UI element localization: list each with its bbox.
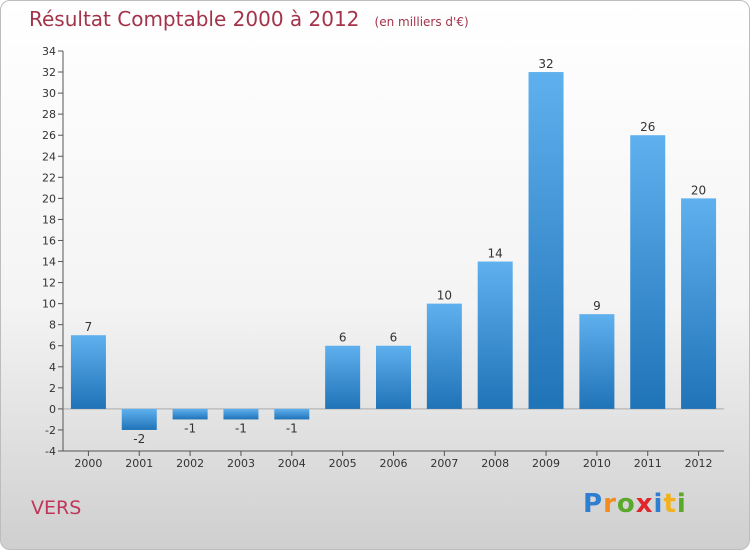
data-label: 9 [593,299,601,313]
bar-2010 [579,314,615,409]
bar-2002 [172,408,208,420]
bar-2006 [376,345,411,409]
y-tick-label: 8 [49,319,56,332]
data-label: 14 [488,247,503,261]
bar-2005 [325,345,361,409]
x-tick-label: 2007 [430,457,458,470]
subtitle-text: (en milliers d'€) [374,15,469,29]
data-label: -1 [184,421,196,435]
proxiti-logo: Proxiti [583,489,687,519]
y-tick-label: 0 [49,403,56,416]
data-label: -1 [286,421,298,435]
commune-name: VERS [31,497,82,519]
x-tick-label: 2012 [685,457,713,470]
bar-2008 [477,261,513,409]
data-label: 20 [691,183,706,197]
x-tick-label: 2004 [278,457,306,470]
x-tick-label: 2008 [481,457,509,470]
data-label: 6 [390,331,398,345]
y-tick-label: -4 [45,445,56,458]
y-tick-label: 24 [42,150,56,163]
bar-2011 [630,135,666,409]
y-tick-label: 6 [49,340,56,353]
bar-2009 [528,72,564,409]
x-tick-label: 2010 [583,457,611,470]
y-tick-label: 32 [42,66,56,79]
y-tick-label: 22 [42,171,56,184]
x-tick-label: 2003 [227,457,255,470]
x-tick-label: 2000 [74,457,102,470]
data-label: 10 [437,289,452,303]
x-tick-label: 2001 [125,457,153,470]
y-tick-label: 10 [42,298,56,311]
chart-title: Résultat Comptable 2000 à 2012 (en milli… [29,7,469,31]
logo-letter: i [653,489,664,519]
y-tick-label: 20 [42,192,56,205]
x-tick-label: 2005 [329,457,357,470]
data-label: -2 [133,432,145,446]
x-tick-label: 2011 [634,457,662,470]
x-tick-label: 2006 [380,457,408,470]
title-text: Résultat Comptable 2000 à 2012 [29,7,360,31]
bar-2012 [681,198,717,409]
logo-letter: i [676,489,687,519]
data-label: 6 [339,331,347,345]
bar-2000 [70,335,106,409]
y-tick-label: 4 [49,361,56,374]
data-label: -1 [235,421,247,435]
y-tick-label: 12 [42,277,56,290]
data-label: 7 [85,320,93,334]
data-label: 32 [538,57,553,71]
bar-2007 [426,303,462,409]
y-tick-label: 34 [42,45,56,58]
logo-letter: x [635,489,654,519]
y-tick-label: 14 [42,256,56,269]
logo-letter: P [583,489,604,519]
y-tick-label: 30 [42,87,56,100]
logo-letter: r [603,489,617,519]
y-tick-label: -2 [45,424,56,437]
bar-2004 [274,408,310,420]
y-tick-label: 2 [49,382,56,395]
y-tick-label: 26 [42,129,56,142]
bar-2001 [121,408,157,430]
y-tick-label: 18 [42,213,56,226]
logo-letter: o [616,489,636,519]
x-tick-label: 2009 [532,457,560,470]
bar-2003 [223,408,259,420]
data-label: 26 [640,120,655,134]
logo-letter: t [663,489,677,519]
x-tick-label: 2002 [176,457,204,470]
y-tick-label: 28 [42,108,56,121]
y-tick-label: 16 [42,234,56,247]
